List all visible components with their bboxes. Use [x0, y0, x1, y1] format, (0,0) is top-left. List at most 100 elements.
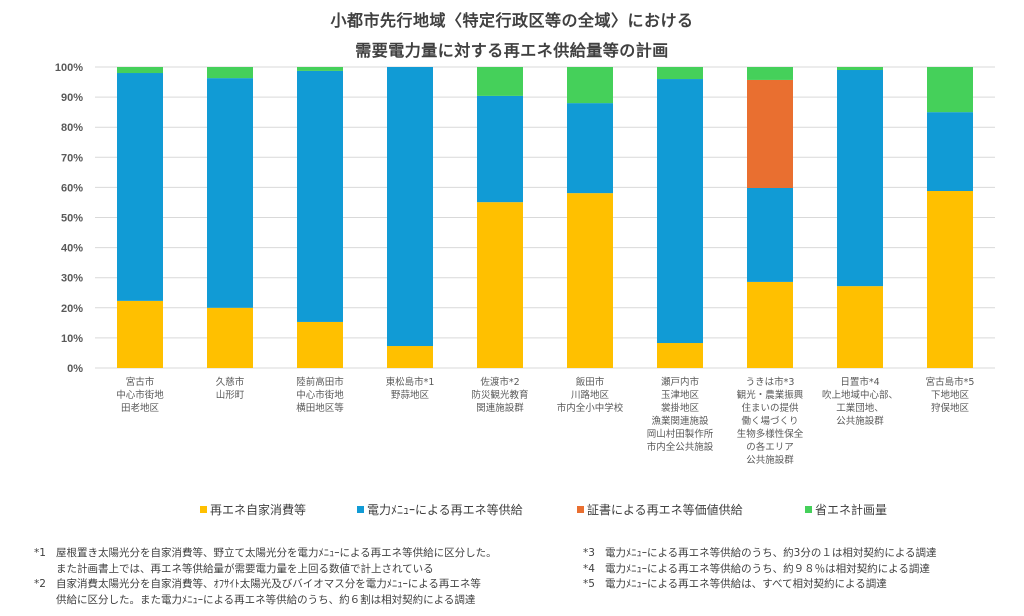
bar-segment-series-1-cat-5: [567, 103, 613, 194]
x-category-label-line: 漁業関連施設: [651, 416, 709, 427]
x-category-label-line: 生物多様性保全: [736, 429, 804, 440]
y-tick-label: 20%: [61, 303, 83, 315]
x-category-label-line: の各エリア: [746, 442, 794, 453]
footnote-text: 自家消費太陽光分を自家消費等、ｵﾌｻｲﾄ太陽光及びバイオマス分を電力ﾒﾆｭｰによ…: [56, 578, 481, 590]
bar-segment-series-0-cat-2: [297, 321, 343, 368]
bar-segment-series-2-cat-7: [747, 79, 793, 189]
bar-segment-series-0-cat-6: [657, 343, 703, 368]
legend-swatch: [200, 506, 207, 513]
bar-segment-series-0-cat-0: [117, 300, 163, 368]
footnote-text: 供給に区分した。また電力ﾒﾆｭｰによる再エネ等供給のうち、約６割は相対契約による…: [56, 593, 476, 606]
bars: [117, 67, 973, 368]
x-category-label-line: 市内全小中学校: [556, 403, 624, 414]
stacked-bar-chart: 0% 10% 20% 30% 40% 50% 60% 70% 80% 90% 100%: [55, 62, 995, 375]
x-category-label-line: 公共施設群: [746, 455, 794, 466]
x-category-label-line: 狩俣地区: [930, 403, 969, 414]
x-category-label-line: 瀬戸内市: [660, 377, 699, 388]
footnote-mark: *4: [583, 562, 595, 575]
x-category-label: 佐渡市*2 防災観光教育 関連施設群: [455, 376, 545, 415]
y-tick-label: 0%: [67, 363, 83, 375]
footnote-text: また計画書上では、再エネ等供給量が需要電力量を上回る数値で計上されている: [56, 562, 434, 575]
bar-segment-series-0-cat-5: [567, 193, 613, 368]
x-category-label-line: 公共施設群: [836, 416, 884, 427]
y-tick-label: 90%: [61, 92, 83, 104]
y-tick-label: 10%: [61, 333, 83, 345]
bar-segment-series-1-cat-0: [117, 73, 163, 301]
footnote-text: 電力ﾒﾆｭｰによる再エネ等供給は、すべて相対契約による調達: [605, 578, 887, 590]
x-category-label-line: 佐渡市*2: [480, 377, 520, 388]
x-category-label-line: 観光・農業振興: [736, 390, 804, 401]
footnote-mark: *3: [583, 547, 595, 559]
y-tick-label: 60%: [61, 182, 83, 194]
bar-segment-series-0-cat-1: [207, 307, 253, 368]
x-category-label-line: 中心市街地: [116, 390, 164, 401]
x-category-label: 宮古市 中心市街地 田老地区: [95, 376, 185, 415]
x-category-label-line: うきは市*3: [745, 377, 795, 388]
bar-segment-series-0-cat-9: [927, 191, 973, 368]
x-category-label: うきは市*3 観光・農業振興 住まいの提供 働く場づくり 生物多様性保全 の各エリア公共施…: [725, 376, 815, 467]
x-category-label-line: 宮古島市*5: [925, 377, 975, 388]
bar-segment-series-3-cat-7: [747, 67, 793, 80]
x-category-label-line: 東松島市*1: [385, 377, 435, 388]
bar-segment-series-3-cat-8: [837, 67, 883, 71]
bar-segment-series-3-cat-0: [117, 67, 163, 74]
x-category-label-line: 住まいの提供: [741, 403, 799, 414]
bar-segment-series-1-cat-7: [747, 188, 793, 282]
x-category-label-line: 久慈市: [215, 377, 245, 388]
x-category-label-line: 野蒜地区: [390, 390, 429, 401]
y-tick-label: 70%: [61, 152, 83, 164]
chart-title: 小都市先行地域〈特定行政区等の全域〉における: [330, 11, 694, 30]
legend-label: 電力ﾒﾆｭｰによる再エネ等供給: [367, 503, 523, 517]
bar-segment-series-1-cat-8: [837, 70, 883, 287]
x-category-label-line: 田老地区: [120, 403, 159, 414]
legend-label: 省エネ計画量: [815, 503, 888, 517]
footnote-mark: *2: [34, 578, 46, 590]
y-axis-ticks: 0% 10% 20% 30% 40% 50% 60% 70% 80% 90% 100%: [55, 62, 83, 375]
y-tick-label: 40%: [61, 243, 83, 255]
x-category-label-line: 吹上地域中心部、: [821, 390, 898, 401]
footnote-line: *4 電力ﾒﾆｭｰによる再エネ等供給のうち、約９８％は相対契約による調達: [583, 562, 937, 578]
x-category-label-line: 市内全公共施設: [646, 442, 714, 453]
legend-label: 再エネ自家消費等: [210, 503, 307, 517]
x-category-label: 陸前高田市 中心市街地 横田地区等: [275, 376, 365, 415]
footnotes-right: *3 電力ﾒﾆｭｰによる再エネ等供給のうち、約3分の１は相対契約による調達 *4 電力…: [583, 546, 937, 593]
x-category-label-line: 中心市街地: [296, 390, 344, 401]
legend-swatch: [577, 506, 584, 513]
x-category-label: 宮古島市*5 下地地区狩俣地区: [905, 376, 995, 415]
bar-segment-series-3-cat-6: [657, 67, 703, 80]
footnote-line: 供給に区分した。また電力ﾒﾆｭｰによる再エネ等供給のうち、約６割は相対契約による…: [34, 593, 497, 609]
footnote-text: 屋根置き太陽光分を自家消費等、野立て太陽光分を電力ﾒﾆｭｰによる再エネ等供給に区…: [56, 547, 497, 559]
x-category-label-line: 陸前高田市: [296, 377, 344, 388]
footnote-line: また計画書上では、再エネ等供給量が需要電力量を上回る数値で計上されている: [34, 562, 497, 578]
footnote-line: *5 電力ﾒﾆｭｰによる再エネ等供給は、すべて相対契約による調達: [583, 577, 937, 593]
footnote-mark: *5: [583, 578, 595, 590]
bar-segment-series-3-cat-5: [567, 67, 613, 104]
bar-segment-series-0-cat-7: [747, 281, 793, 368]
x-category-label-line: 下地地区: [930, 390, 969, 401]
bar-segment-series-1-cat-1: [207, 78, 253, 308]
y-tick-label: 50%: [61, 213, 83, 225]
footnote-line: *3 電力ﾒﾆｭｰによる再エネ等供給のうち、約3分の１は相対契約による調達: [583, 546, 937, 562]
y-tick-label: 80%: [61, 122, 83, 134]
bar-segment-series-1-cat-6: [657, 79, 703, 344]
legend: 再エネ自家消費等 電力ﾒﾆｭｰによる再エネ等供給 証書による再エネ等価値供給 省エネ計…: [0, 501, 1024, 521]
bar-segment-series-3-cat-9: [927, 67, 973, 113]
y-tick-label: 30%: [61, 273, 83, 285]
bar-segment-series-0-cat-8: [837, 286, 883, 368]
bar-segment-series-3-cat-2: [297, 67, 343, 71]
x-category-label: 飯田市 川路地区 市内全小中学校: [545, 376, 635, 415]
x-category-label: 日置市*4 吹上地域中心部、 工業団地、 公共施設群: [815, 376, 905, 428]
x-category-label-line: 働く場づくり: [741, 416, 799, 427]
x-category-label-line: 日置市*4: [840, 377, 880, 388]
x-category-label-line: 防災観光教育: [471, 390, 529, 401]
footnote-line: *2 自家消費太陽光分を自家消費等、ｵﾌｻｲﾄ太陽光及びバイオマス分を電力ﾒﾆｭｰ…: [34, 577, 497, 593]
x-category-label-line: 川路地区: [570, 390, 609, 401]
x-category-label-line: 玉津地区: [660, 390, 699, 401]
x-category-label: 東松島市*1 野蒜地区: [365, 376, 455, 402]
footnote-mark: *1: [34, 547, 46, 559]
legend-label: 証書による再エネ等価値供給: [587, 503, 743, 517]
footnote-text: 電力ﾒﾆｭｰによる再エネ等供給のうち、約3分の１は相対契約による調達: [605, 547, 937, 559]
x-category-label: 瀬戸内市 玉津地区 裳掛地区 漁業関連施設 岡山村田製作所 市内全公共施設: [635, 376, 725, 454]
legend-item: 証書による再エネ等価値供給: [577, 501, 743, 518]
bar-segment-series-1-cat-3: [387, 67, 433, 347]
